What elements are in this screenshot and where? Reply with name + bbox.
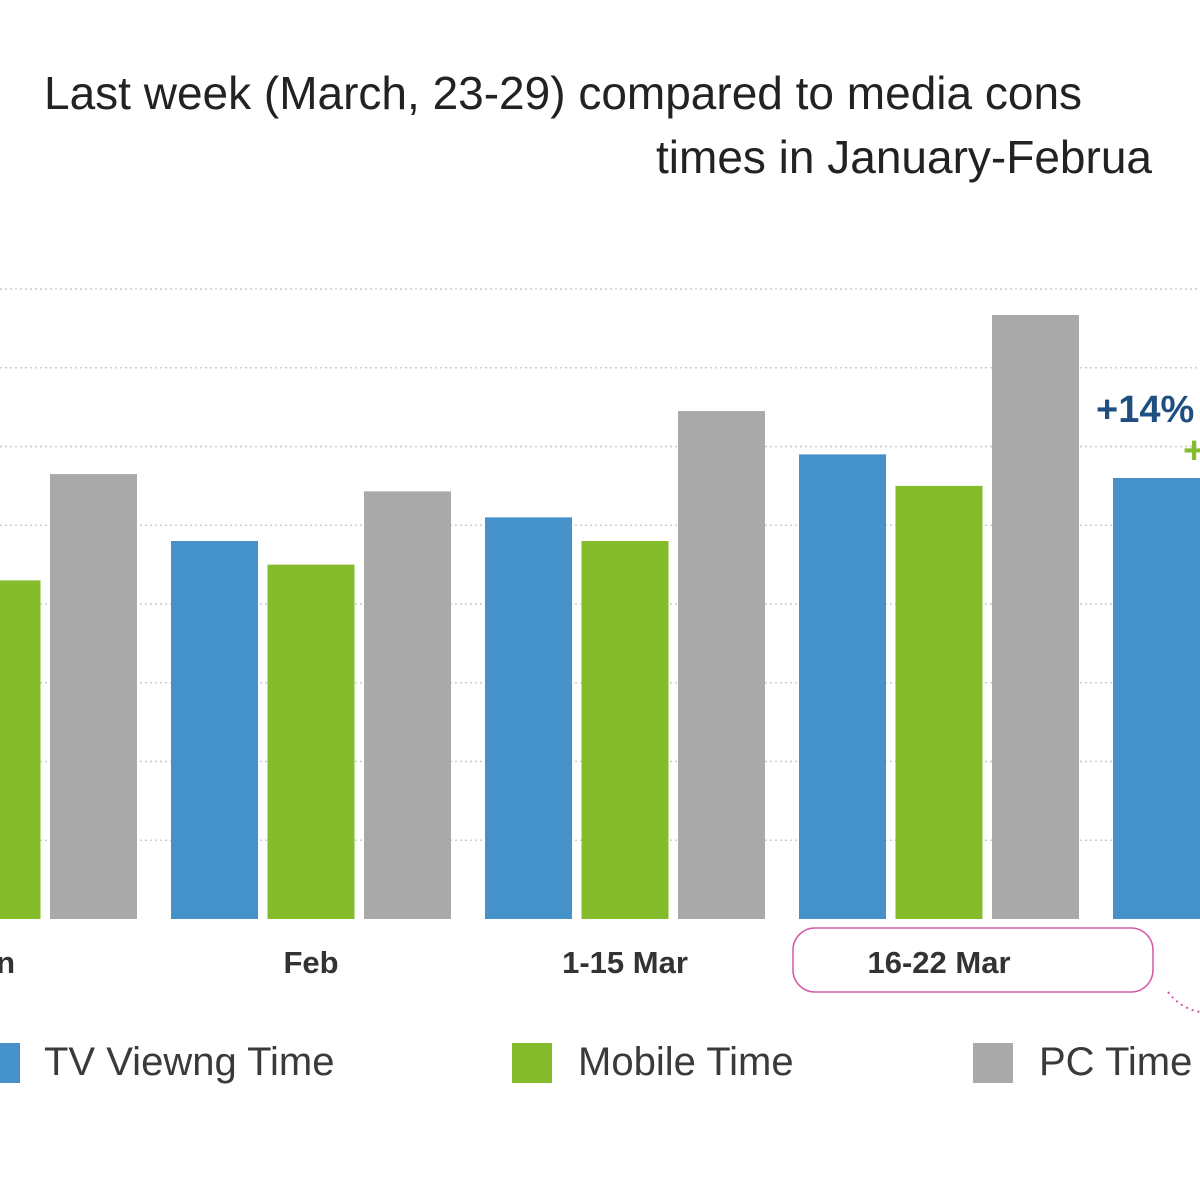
bar-mobile-time-feb xyxy=(267,564,355,919)
pc-swatch-icon xyxy=(973,1043,1013,1083)
highlight-box xyxy=(792,927,1154,993)
bar-tv-viewng-time-feb xyxy=(171,541,258,919)
category-label-feb: Feb xyxy=(283,945,338,980)
highlight-connector xyxy=(1167,991,1200,1013)
bar-pc-time-an xyxy=(50,474,137,919)
bar-tv-viewng-time-1-15-mar xyxy=(485,517,572,919)
bar-mobile-time-1-15-mar xyxy=(581,541,669,919)
bar-mobile-time-16-22-mar xyxy=(895,485,983,919)
chart-title-line-1: Last week (March, 23-29) compared to med… xyxy=(44,67,1083,119)
mobile-swatch-icon xyxy=(512,1043,552,1083)
category-label-16-22-mar: 16-22 Mar xyxy=(867,945,1010,980)
bar-pc-time-feb xyxy=(364,491,451,919)
bar-tv-viewng-time-23 xyxy=(1113,478,1200,919)
chart-title-line-2: times in January-Februa xyxy=(656,131,1152,183)
bar-pc-time-1-15-mar xyxy=(678,411,765,919)
bar-mobile-time-an xyxy=(0,580,41,919)
annotation-tv: +14% xyxy=(1096,389,1194,431)
legend-label-mobile: Mobile Time xyxy=(578,1040,794,1084)
category-label-1-15-mar: 1-15 Mar xyxy=(562,945,688,980)
bar-tv-viewng-time-16-22-mar xyxy=(799,454,886,919)
legend-label-pc: PC Time xyxy=(1039,1040,1193,1084)
category-label-an: an xyxy=(0,945,15,980)
tv-swatch-icon xyxy=(0,1043,20,1083)
bar-pc-time-16-22-mar xyxy=(992,314,1079,919)
annotation-mobile: + xyxy=(1183,430,1200,472)
legend-label-tv: TV Viewng Time xyxy=(44,1040,335,1084)
